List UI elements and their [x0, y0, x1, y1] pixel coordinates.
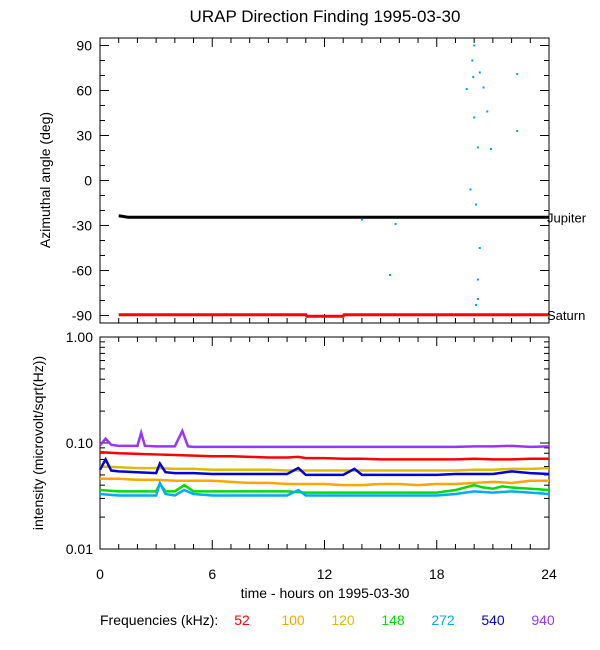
top-y-tick-label: 60	[76, 83, 92, 99]
legend-entry-940: 940	[531, 612, 555, 628]
top-y-tick-label: -90	[72, 308, 92, 324]
frequency-legend: Frequencies (kHz): 52 100 120 148 272 540 940	[100, 612, 555, 628]
legend-entry-120: 120	[331, 612, 355, 628]
bottom-y-axis-label: intensity (microvolt/sqrt(Hz))	[30, 356, 46, 530]
x-tick-label: 18	[429, 566, 445, 582]
scatter-point	[388, 274, 391, 276]
x-tick-label: 12	[317, 566, 333, 582]
top-y-tick-label: -60	[72, 263, 92, 279]
series-label-saturn: Saturn	[547, 308, 585, 323]
scatter-point	[473, 44, 476, 47]
scatter-point	[475, 304, 478, 306]
top-y-tick-label: 90	[76, 38, 92, 54]
x-tick-label: 24	[541, 566, 557, 582]
legend-entry-540: 540	[481, 612, 505, 628]
x-axis-label: time - hours on 1995-03-30	[241, 585, 410, 601]
x-tick-label: 0	[96, 566, 104, 582]
top-panel-ticks	[99, 38, 550, 323]
scatter-point	[475, 203, 478, 206]
scatter-point	[394, 223, 397, 225]
series-line-540khz	[98, 456, 550, 477]
bottom-y-tick-label: 0.10	[66, 435, 93, 451]
legend-entry-100: 100	[281, 612, 305, 628]
scatter-point	[471, 59, 474, 62]
scatter-point	[478, 247, 481, 249]
legend-entry-272: 272	[431, 612, 455, 628]
top-y-axis-label: Azimuthal angle (deg)	[37, 112, 53, 248]
bottom-panel-ticks	[99, 336, 550, 550]
top-y-tick-label: 0	[84, 173, 92, 189]
top-panel-series	[118, 44, 549, 318]
bottom-y-tick-labels: 1.00 0.10 0.01	[66, 329, 93, 557]
scatter-point	[472, 76, 475, 78]
scatter-point	[360, 218, 363, 221]
chart-title: URAP Direction Finding 1995-03-30	[190, 7, 461, 26]
scatter-point	[465, 88, 468, 90]
scatter-point	[516, 73, 519, 75]
series-line-940khz	[99, 427, 550, 449]
scatter-point	[516, 130, 519, 132]
top-panel-frame	[99, 37, 550, 324]
bottom-panel-series	[98, 427, 550, 497]
series-line-52khz	[99, 450, 549, 461]
top-y-tick-label: 30	[76, 128, 92, 144]
series-line-100khz	[100, 477, 549, 487]
x-tick-labels: 0 6 12 18 24	[96, 566, 557, 582]
scatter-point	[486, 110, 489, 113]
top-y-tick-labels: 90 60 30 0 -30 -60 -90	[72, 38, 92, 324]
bottom-y-tick-label: 0.01	[66, 541, 93, 557]
scatter-point	[476, 278, 479, 281]
series-line-272khz	[99, 479, 550, 497]
series-label-jupiter: Jupiter	[547, 210, 587, 225]
top-y-tick-label: -30	[72, 218, 92, 234]
top-series-labels: Jupiter Saturn	[547, 210, 587, 323]
scatter-point	[482, 86, 485, 89]
series-line-120khz	[99, 465, 550, 472]
scatter-point	[473, 116, 476, 119]
legend-entry-52: 52	[234, 612, 250, 628]
bottom-panel-frame	[99, 336, 550, 550]
x-tick-label: 6	[208, 566, 216, 582]
series-line-jupiter	[118, 214, 549, 219]
bottom-y-tick-label: 1.00	[66, 329, 93, 345]
scatter-point	[478, 71, 481, 74]
series-line-saturn	[118, 313, 549, 318]
legend-entry-148: 148	[381, 612, 405, 628]
scatter-point	[476, 298, 479, 300]
legend-title: Frequencies (kHz):	[100, 612, 218, 628]
scatter-point	[469, 188, 472, 191]
scatter-point	[490, 148, 493, 150]
scatter-point	[476, 146, 479, 149]
